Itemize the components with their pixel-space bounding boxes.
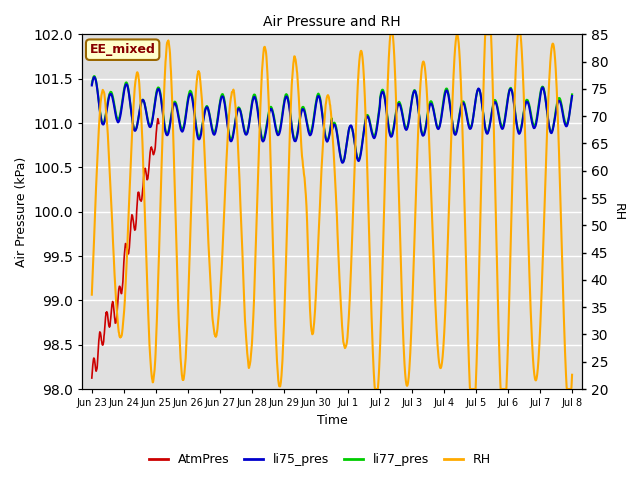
Text: EE_mixed: EE_mixed: [90, 43, 156, 56]
Title: Air Pressure and RH: Air Pressure and RH: [263, 15, 401, 29]
Y-axis label: Air Pressure (kPa): Air Pressure (kPa): [15, 156, 28, 267]
X-axis label: Time: Time: [317, 414, 348, 427]
Y-axis label: RH: RH: [612, 203, 625, 221]
Legend: AtmPres, li75_pres, li77_pres, RH: AtmPres, li75_pres, li77_pres, RH: [144, 448, 496, 471]
